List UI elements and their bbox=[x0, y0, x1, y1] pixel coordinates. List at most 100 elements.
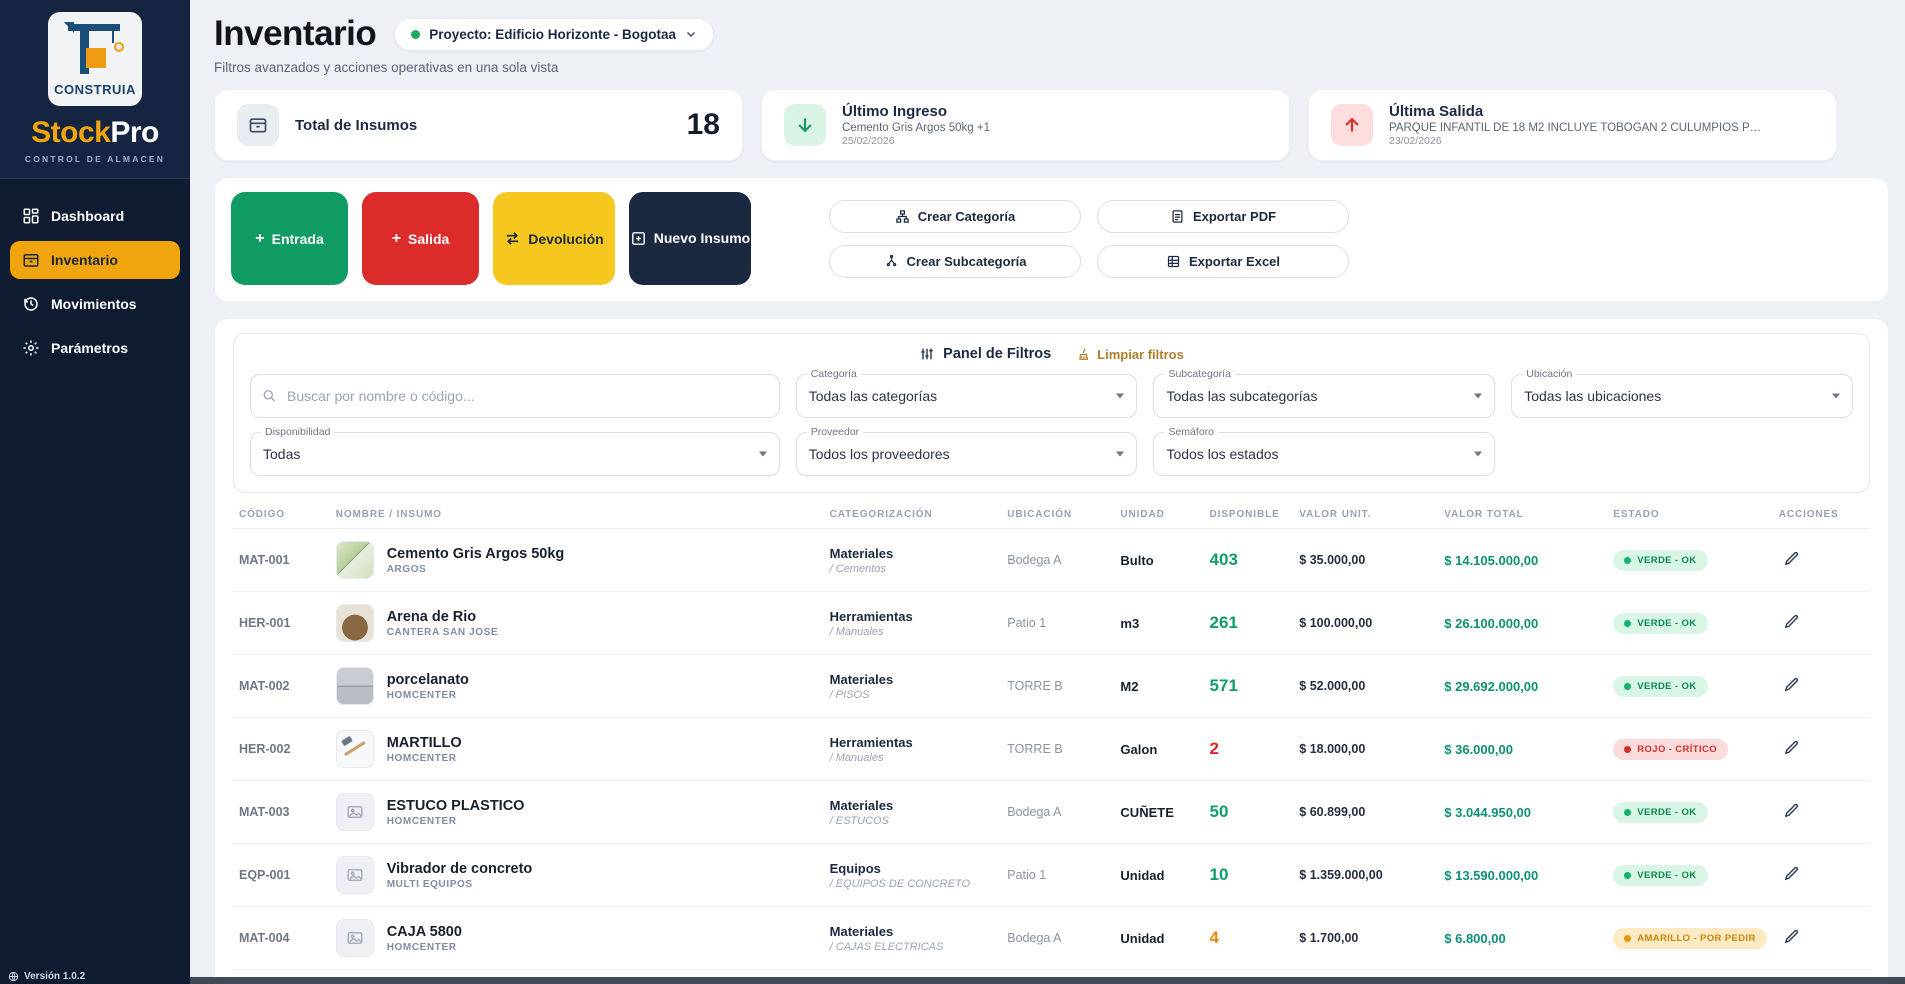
item-name: CAJA 5800 bbox=[386, 923, 462, 940]
table-row[interactable]: MAT-004 CAJA 5800 HOMCENTER Materiales /… bbox=[233, 906, 1870, 970]
item-location: Bodega A bbox=[1001, 906, 1115, 970]
summary-cards: Total de Insumos 18 Último Ingreso Cemen… bbox=[214, 89, 1889, 161]
edit-item-button[interactable] bbox=[1779, 546, 1804, 574]
exportar-excel-button[interactable]: Exportar Excel bbox=[1097, 244, 1349, 278]
col-acciones: ACCIONES bbox=[1772, 499, 1870, 529]
ubicacion-select[interactable]: Ubicación Todas las ubicaciones bbox=[1511, 368, 1853, 418]
sidebar-item-inventario[interactable]: Inventario bbox=[10, 241, 180, 279]
semaforo-select[interactable]: Semáforo Todos los estados bbox=[1153, 426, 1496, 476]
page-header: Inventario Proyecto: Edificio Horizonte … bbox=[214, 14, 1889, 54]
item-total-value: $ 29.692.000,00 bbox=[1438, 654, 1608, 718]
item-code: HER-002 bbox=[233, 717, 330, 781]
table-row[interactable]: HER-002 MARTILLO HOMCENTER Herramientas … bbox=[233, 717, 1870, 781]
subcategoria-select[interactable]: Subcategoría Todas las subcategorías bbox=[1153, 368, 1496, 418]
app-brand: StockPro bbox=[31, 116, 159, 149]
bottom-strip bbox=[190, 977, 1905, 984]
item-available: 571 bbox=[1203, 654, 1294, 718]
status-badge: VERDE - OK bbox=[1613, 801, 1708, 823]
item-name: porcelanato bbox=[386, 671, 469, 688]
devolucion-button[interactable]: Devolución bbox=[493, 192, 615, 285]
status-badge: VERDE - OK bbox=[1613, 864, 1708, 886]
sidebar-item-movimientos[interactable]: Movimientos bbox=[10, 285, 180, 323]
table-row[interactable]: MAT-002 porcelanato HOMCENTER Materiales… bbox=[233, 654, 1870, 718]
main-content: Inventario Proyecto: Edificio Horizonte … bbox=[190, 0, 1905, 984]
item-location: Patio 1 bbox=[1001, 843, 1115, 907]
pencil-icon bbox=[1784, 740, 1798, 755]
item-unit-value: $ 60.899,00 bbox=[1293, 780, 1439, 844]
item-total-value: $ 6.800,00 bbox=[1438, 906, 1608, 970]
nuevo-insumo-button[interactable]: Nuevo Insumo bbox=[629, 192, 751, 285]
proveedor-select[interactable]: Proveedor Todos los proveedores bbox=[795, 426, 1138, 476]
dashboard-grid-icon bbox=[23, 208, 39, 224]
gear-icon bbox=[23, 340, 39, 356]
edit-item-button[interactable] bbox=[1779, 672, 1804, 700]
item-thumbnail bbox=[335, 793, 374, 831]
select-label: Disponibilidad bbox=[261, 426, 335, 438]
project-selector[interactable]: Proyecto: Edificio Horizonte - Bogotaa bbox=[394, 17, 715, 51]
item-unit: Bulto bbox=[1114, 528, 1204, 592]
search-field-wrap bbox=[250, 374, 780, 418]
table-row[interactable]: MAT-003 ESTUCO PLASTICO HOMCENTER Materi… bbox=[233, 780, 1870, 844]
filter-header: Panel de Filtros Limpiar filtros bbox=[250, 346, 1853, 362]
select-label: Semáforo bbox=[1164, 426, 1218, 438]
history-clock-icon bbox=[24, 297, 38, 311]
sliders-icon bbox=[921, 348, 933, 360]
item-available: 50 bbox=[1203, 780, 1294, 844]
total-insumos-value: 18 bbox=[686, 108, 720, 141]
item-brand: HOMCENTER bbox=[386, 941, 457, 953]
item-category: Materiales bbox=[829, 923, 894, 939]
select-value: Todos los estados bbox=[1166, 446, 1279, 462]
chevron-down-icon bbox=[1474, 451, 1483, 457]
disponibilidad-select[interactable]: Disponibilidad Todas bbox=[250, 426, 780, 476]
item-total-value: $ 36.000,00 bbox=[1438, 717, 1608, 781]
categoria-select[interactable]: Categoría Todas las categorías bbox=[795, 368, 1138, 418]
table-row[interactable]: MAT-001 Cemento Gris Argos 50kg ARGOS Ma… bbox=[233, 528, 1870, 592]
globe-icon bbox=[8, 971, 19, 982]
secondary-actions: Crear Categoría Exportar PDF Crear Subca… bbox=[829, 199, 1349, 278]
item-name: Cemento Gris Argos 50kg bbox=[386, 545, 565, 562]
version-label: Versión 1.0.2 bbox=[8, 971, 85, 982]
sidebar: CONSTRUIA StockPro CONTROL DE ALMACEN Da… bbox=[0, 0, 190, 984]
edit-item-button[interactable] bbox=[1779, 798, 1804, 826]
search-input[interactable] bbox=[250, 374, 780, 418]
item-unit-value: $ 1.359.000,00 bbox=[1293, 843, 1439, 907]
edit-item-button[interactable] bbox=[1779, 609, 1804, 637]
status-dot bbox=[1624, 808, 1632, 816]
item-name: Vibrador de concreto bbox=[386, 860, 533, 877]
item-thumbnail bbox=[335, 541, 374, 579]
sidebar-item-parametros[interactable]: Parámetros bbox=[10, 329, 180, 367]
swap-arrows-icon bbox=[507, 232, 519, 245]
item-brand: ARGOS bbox=[386, 563, 427, 575]
status-label: VERDE - OK bbox=[1637, 869, 1697, 881]
crear-subcategoria-button[interactable]: Crear Subcategoría bbox=[829, 244, 1081, 278]
plus-icon: + bbox=[255, 229, 265, 247]
arrow-down-icon bbox=[784, 104, 826, 146]
item-subcategory: / ESTUCOS bbox=[829, 814, 889, 827]
limpiar-filtros-button[interactable]: Limpiar filtros bbox=[1077, 347, 1184, 362]
plus-icon: + bbox=[391, 229, 402, 247]
select-value: Todas bbox=[263, 446, 301, 462]
image-placeholder-icon bbox=[347, 869, 363, 881]
item-code: HER-001 bbox=[233, 591, 330, 655]
table-row[interactable]: EQP-001 Vibrador de concreto MULTI EQUIP… bbox=[233, 843, 1870, 907]
pencil-icon bbox=[1784, 551, 1798, 566]
item-total-value: $ 26.100.000,00 bbox=[1438, 591, 1608, 655]
project-selector-label: Proyecto: Edificio Horizonte - Bogotaa bbox=[429, 26, 677, 42]
table-row[interactable]: HER-001 Arena de Rio CANTERA SAN JOSE He… bbox=[233, 591, 1870, 655]
col-ubicacion: UBICACIÓN bbox=[1001, 499, 1115, 529]
exportar-pdf-button[interactable]: Exportar PDF bbox=[1097, 199, 1349, 233]
edit-item-button[interactable] bbox=[1779, 861, 1804, 889]
edit-item-button[interactable] bbox=[1779, 924, 1804, 952]
salida-button[interactable]: + Salida bbox=[362, 192, 479, 285]
crear-categoria-button[interactable]: Crear Categoría bbox=[829, 199, 1081, 233]
entrada-button[interactable]: + Entrada bbox=[231, 192, 348, 285]
col-valor-total: VALOR TOTAL bbox=[1438, 499, 1608, 529]
status-badge: ROJO - CRÍTICO bbox=[1613, 738, 1729, 760]
col-valor-unit: VALOR UNIT. bbox=[1293, 499, 1439, 529]
ultima-salida-card: Última Salida PARQUE INFANTIL DE 18 M2 I… bbox=[1308, 89, 1837, 161]
sidebar-item-dashboard[interactable]: Dashboard bbox=[10, 197, 180, 235]
ultimo-ingreso-detail: Cemento Gris Argos 50kg +1 bbox=[842, 122, 990, 134]
item-thumbnail bbox=[335, 919, 374, 957]
edit-item-button[interactable] bbox=[1779, 735, 1804, 763]
inventory-panel: Panel de Filtros Limpiar filtros Categor… bbox=[214, 318, 1889, 984]
